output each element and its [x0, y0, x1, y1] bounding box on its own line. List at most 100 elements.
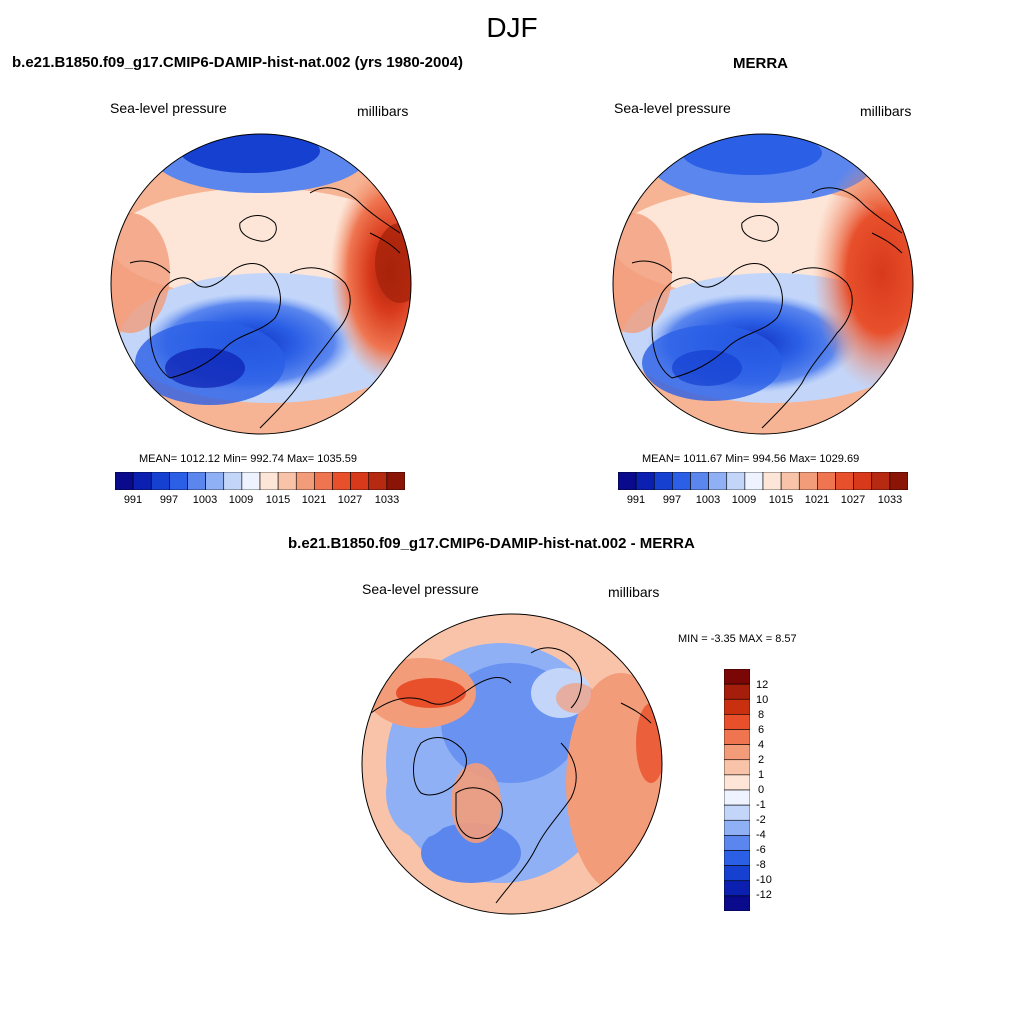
cb-label: 1027: [337, 494, 363, 506]
cb-label: 6: [758, 724, 765, 736]
colorbar-swatch: [169, 472, 188, 490]
colorbar-swatch: [241, 472, 261, 490]
colorbar-swatch: [350, 472, 370, 490]
cb-label: -4: [756, 829, 766, 841]
model-polar-map: [110, 133, 412, 435]
model-panel-title: b.e21.B1850.f09_g17.CMIP6-DAMIP-hist-nat…: [12, 54, 464, 71]
cb-label: -6: [756, 844, 766, 856]
cb-label: -10: [756, 874, 772, 886]
colorbar-swatch: [762, 472, 782, 490]
colorbar-swatch: [368, 472, 388, 490]
colorbar-swatch: [314, 472, 333, 490]
colorbar-swatch: [724, 759, 750, 776]
cb-label: 1003: [695, 494, 721, 506]
cb-label: 8: [758, 709, 765, 721]
colorbar-swatch: [726, 472, 746, 490]
obs-colorbar-labels: 991 997 1003 1009 1015 1021 1027 1033: [618, 494, 908, 508]
colorbar-swatch: [724, 804, 750, 821]
colorbar-swatch: [708, 472, 728, 490]
cb-label: -8: [756, 859, 766, 871]
obs-polar-map: [612, 133, 914, 435]
colorbar-swatch: [672, 472, 691, 490]
cb-label: 1015: [768, 494, 794, 506]
model-stats: MEAN= 1012.12 Min= 992.74 Max= 1035.59: [139, 453, 358, 465]
colorbar-swatch: [724, 850, 750, 866]
colorbar-swatch: [223, 472, 243, 490]
diff-field-label: Sea-level pressure: [362, 581, 479, 597]
colorbar-swatch: [724, 835, 750, 851]
obs-field-label: Sea-level pressure: [614, 100, 731, 116]
diff-units-label: millibars: [608, 584, 660, 600]
cb-label: 1: [758, 769, 765, 781]
colorbar-swatch: [724, 865, 750, 882]
colorbar-swatch: [259, 472, 279, 490]
cb-label: -2: [756, 814, 766, 826]
colorbar-swatch: [798, 472, 818, 490]
cb-label: 997: [662, 494, 682, 506]
cb-label: -12: [756, 889, 772, 901]
cb-label: 4: [758, 739, 765, 751]
cb-label: 12: [756, 679, 769, 691]
colorbar-swatch: [835, 472, 854, 490]
colorbar-swatch: [205, 472, 225, 490]
colorbar-swatch: [187, 472, 206, 490]
obs-colorbar: [618, 472, 908, 490]
colorbar-swatch: [889, 472, 908, 490]
colorbar-swatch: [724, 895, 750, 911]
colorbar-swatch: [295, 472, 315, 490]
colorbar-swatch: [724, 744, 750, 761]
colorbar-swatch: [724, 789, 750, 806]
figure-title: DJF: [486, 12, 538, 43]
colorbar-swatch: [871, 472, 891, 490]
cb-label: -1: [756, 799, 766, 811]
colorbar-swatch: [635, 472, 655, 490]
obs-stats: MEAN= 1011.67 Min= 994.56 Max= 1029.69: [642, 453, 860, 465]
obs-panel-title: MERRA: [733, 55, 788, 72]
cb-label: 1027: [840, 494, 866, 506]
colorbar-swatch: [744, 472, 764, 490]
cb-label: 1009: [228, 494, 254, 506]
colorbar-swatch: [115, 472, 134, 490]
model-units-label: millibars: [357, 103, 409, 119]
colorbar-swatch: [780, 472, 800, 490]
colorbar-swatch: [724, 729, 750, 745]
colorbar-swatch: [724, 683, 750, 700]
colorbar-swatch: [724, 880, 750, 897]
cb-label: 1009: [731, 494, 757, 506]
colorbar-swatch: [724, 774, 750, 791]
model-colorbar: [115, 472, 405, 490]
model-field-label: Sea-level pressure: [110, 100, 227, 116]
obs-units-label: millibars: [860, 103, 912, 119]
colorbar-swatch: [724, 819, 750, 836]
cb-label: 10: [756, 694, 769, 706]
diff-polar-map: [361, 613, 663, 915]
cb-label: 1033: [374, 494, 400, 506]
colorbar-swatch: [132, 472, 152, 490]
colorbar-swatch: [150, 472, 170, 490]
colorbar-swatch: [653, 472, 673, 490]
diff-colorbar: [724, 669, 750, 911]
cb-label: 2: [758, 754, 765, 766]
cb-label: 991: [123, 494, 143, 506]
cb-label: 1021: [301, 494, 327, 506]
diff-panel-title: b.e21.B1850.f09_g17.CMIP6-DAMIP-hist-nat…: [288, 535, 695, 552]
colorbar-swatch: [817, 472, 836, 490]
cb-label: 1033: [877, 494, 903, 506]
colorbar-swatch: [277, 472, 297, 490]
cb-label: 0: [758, 784, 765, 796]
cb-label: 991: [626, 494, 646, 506]
colorbar-swatch: [332, 472, 351, 490]
colorbar-swatch: [724, 698, 750, 715]
cb-label: 1003: [192, 494, 218, 506]
colorbar-swatch: [618, 472, 637, 490]
diff-stats: MIN = -3.35 MAX = 8.57: [678, 633, 797, 645]
cb-label: 997: [159, 494, 179, 506]
colorbar-swatch: [690, 472, 709, 490]
diff-colorbar-labels: 12 10 8 6 4 2 1 0 -1 -2 -4 -6 -8 -10 -12: [756, 679, 796, 909]
colorbar-swatch: [853, 472, 873, 490]
cb-label: 1021: [804, 494, 830, 506]
colorbar-swatch: [724, 669, 750, 685]
colorbar-swatch: [386, 472, 405, 490]
model-colorbar-labels: 991 997 1003 1009 1015 1021 1027 1033: [115, 494, 405, 508]
cb-label: 1015: [265, 494, 291, 506]
